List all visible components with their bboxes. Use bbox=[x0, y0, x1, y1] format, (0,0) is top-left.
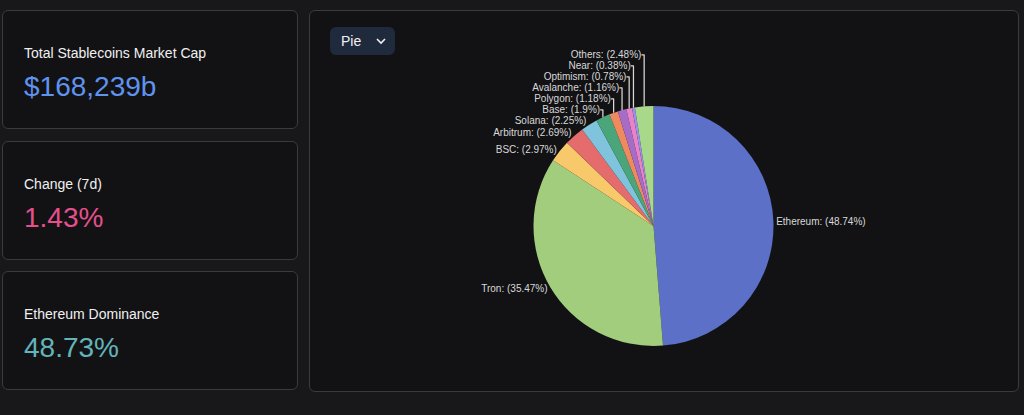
svg-text:Avalanche: (1.16%): Avalanche: (1.16%) bbox=[532, 82, 619, 93]
svg-text:Polygon: (1.18%): Polygon: (1.18%) bbox=[534, 93, 611, 104]
html-text:Ethereum Dominance: Ethereum Dominance bbox=[24, 306, 160, 322]
svg-text:Tron: (35.47%): Tron: (35.47%) bbox=[481, 283, 547, 294]
html-text:Total Stablecoins Market Cap: Total Stablecoins Market Cap bbox=[24, 45, 207, 61]
html-text:$168,239b: $168,239b bbox=[24, 71, 157, 102]
html-text:1.43%: 1.43% bbox=[24, 202, 104, 233]
svg-text:Solana: (2.25%): Solana: (2.25%) bbox=[515, 115, 587, 126]
svg-text:BSC: (2.97%): BSC: (2.97%) bbox=[496, 144, 557, 155]
svg-text:Optimism: (0.78%): Optimism: (0.78%) bbox=[544, 71, 627, 82]
svg-text:Ethereum: (48.74%): Ethereum: (48.74%) bbox=[776, 216, 866, 227]
svg-text:Near: (0.38%): Near: (0.38%) bbox=[568, 60, 630, 71]
html-text:Change (7d): Change (7d) bbox=[24, 176, 102, 192]
html-text:Pie: Pie bbox=[341, 33, 362, 49]
svg-text:Others: (2.48%): Others: (2.48%) bbox=[571, 49, 642, 60]
html-text:48.73%: 48.73% bbox=[24, 332, 119, 363]
svg-text:Base: (1.9%): Base: (1.9%) bbox=[542, 104, 600, 115]
svg-text:Arbitrum: (2.69%): Arbitrum: (2.69%) bbox=[493, 127, 571, 138]
